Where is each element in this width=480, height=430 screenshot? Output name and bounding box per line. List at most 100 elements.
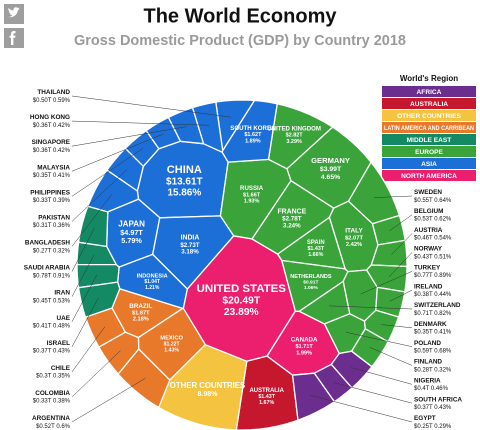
outside-share: 0.82%: [434, 310, 452, 316]
cell-label: $1.22T: [164, 341, 181, 347]
outside-name: EGYPT: [414, 415, 436, 422]
cell-label: NETHERLANDS: [290, 274, 332, 280]
outside-share: 0.43%: [53, 348, 71, 354]
outside-name: NIGERIA: [414, 377, 441, 384]
outside-values: $0.37T 0.43%: [414, 405, 452, 411]
outside-share: 0.68%: [434, 348, 452, 354]
cell-label: AUSTRALIA: [249, 388, 284, 394]
leader-line: [373, 195, 413, 198]
outside-value: $0.45T: [33, 298, 52, 304]
outside-share: 0.48%: [53, 323, 71, 329]
country-cell: [124, 130, 160, 167]
outside-values: $0.33T 0.39%: [33, 198, 71, 204]
leader-line: [71, 169, 128, 222]
outside-value: $0.25T: [414, 423, 433, 429]
outside-name: ISRAEL: [47, 340, 71, 347]
outside-share: 0.6%: [56, 423, 70, 429]
cell-label: 8.98%: [198, 391, 219, 398]
share-icons: [4, 4, 24, 48]
outside-value: $0.55T: [414, 197, 433, 203]
leader-line: [388, 252, 413, 278]
cell-label: 2.42%: [346, 242, 362, 248]
outside-value: $0.31T: [33, 223, 52, 229]
outside-name: PHILIPPINES: [30, 189, 71, 196]
cell-label: SPAIN: [307, 240, 325, 246]
outside-share: 0.32%: [53, 248, 71, 254]
cell-label: 23.89%: [224, 307, 259, 318]
outside-values: $0.78T 0.91%: [33, 273, 71, 279]
cell-label: GERMANY: [311, 156, 350, 165]
outside-values: $0.46T 0.54%: [414, 235, 452, 241]
cell-label: BRAZIL: [129, 303, 152, 310]
country-cell: [117, 348, 171, 409]
cell-label: $1.43T: [307, 246, 324, 252]
leader-line: [71, 120, 210, 126]
legend-label: EUROPE: [415, 149, 443, 156]
cell-label: SOUTH KOREA: [230, 125, 276, 132]
country-cell: [158, 344, 248, 430]
legend-swatch: [382, 98, 476, 109]
outside-values: $0.37T 0.43%: [33, 348, 71, 354]
leader-line: [350, 367, 413, 385]
outside-share: 0.41%: [53, 173, 71, 179]
outside-values: $0.25T 0.29%: [414, 423, 452, 429]
cell-label: 5.79%: [121, 236, 142, 245]
outside-value: $0.33T: [33, 398, 52, 404]
outside-name: THAILAND: [37, 89, 70, 96]
cell-label: MEXICO: [160, 335, 183, 341]
outside-share: 0.38%: [53, 398, 71, 404]
leader-line: [71, 133, 164, 172]
leader-line: [71, 227, 95, 272]
outside-values: $0.36T 0.42%: [33, 122, 71, 128]
cell-label: JAPAN: [118, 220, 145, 229]
outside-name: SWITZERLAND: [414, 302, 461, 309]
outside-name: TURKEY: [414, 264, 441, 271]
outside-name: SWEDEN: [414, 189, 442, 196]
leader-line: [71, 254, 95, 297]
outside-share: 0.44%: [434, 292, 452, 298]
outside-value: $0.52T: [36, 423, 55, 429]
outside-values: $0.50T 0.59%: [33, 97, 71, 103]
cell-label: $13.61T: [166, 176, 203, 187]
cell-label: $2.73T: [180, 242, 199, 249]
outside-share: 0.29%: [434, 423, 452, 429]
legend-swatch: [382, 158, 476, 169]
outside-name: HONG KONG: [30, 114, 70, 121]
facebook-icon[interactable]: [4, 28, 24, 48]
cell-label: CHINA: [167, 164, 202, 176]
cell-label: $2.07T: [345, 235, 364, 241]
outside-values: $0.41T 0.48%: [33, 323, 71, 329]
outside-name: BANGLADESH: [25, 240, 70, 247]
outside-value: $0.59T: [414, 348, 433, 354]
outside-name: COLOMBIA: [35, 390, 70, 397]
cell-label: UNITED STATES: [197, 283, 287, 295]
legend-label: AUSTRALIA: [410, 101, 448, 108]
cell-label: INDIA: [181, 235, 200, 242]
leader-line: [71, 274, 98, 322]
leader-line: [345, 331, 413, 347]
outside-name: CHILE: [51, 365, 71, 372]
outside-values: $0.4T 0.46%: [414, 386, 449, 392]
cell-label: $1.62T: [244, 132, 262, 138]
leader-line: [71, 193, 113, 247]
cell-label: $1.66T: [243, 192, 261, 198]
outside-share: 0.62%: [434, 216, 452, 222]
cell-label: $2.82T: [286, 133, 304, 139]
leader-line: [360, 271, 413, 295]
outside-value: $0.35T: [33, 173, 52, 179]
leader-line: [71, 297, 99, 347]
outside-share: 0.53%: [53, 298, 71, 304]
leader-line: [309, 394, 413, 423]
cell-label: ITALY: [345, 228, 363, 235]
cell-label: OTHER COUNTRIES: [170, 381, 245, 390]
outside-value: $0.50T: [33, 97, 52, 103]
leader-line: [389, 214, 413, 232]
outside-value: $0.71T: [414, 310, 433, 316]
outside-share: 0.89%: [434, 273, 452, 279]
cell-label: 1.67%: [259, 400, 274, 406]
cell-label: FRANCE: [277, 208, 306, 215]
country-cell: [77, 205, 109, 248]
outside-share: 0.36%: [53, 223, 71, 229]
cell-label: 1.43%: [164, 347, 179, 353]
